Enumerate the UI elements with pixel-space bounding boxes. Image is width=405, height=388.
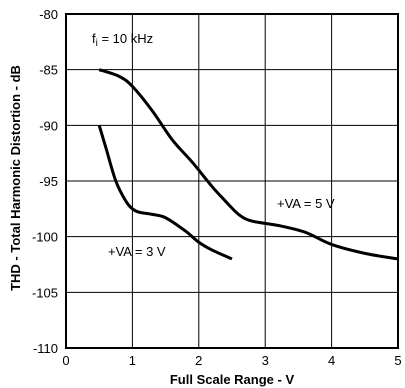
frequency-annotation: fi = 10 kHz [92, 31, 153, 49]
grid [66, 14, 398, 348]
y-tick-label: -100 [32, 230, 58, 245]
y-axis-title: THD - Total Harmonic Distortion - dB [8, 65, 23, 291]
y-tick-label: -80 [39, 7, 58, 22]
x-tick-label: 3 [262, 353, 269, 368]
y-tick-label: -90 [39, 118, 58, 133]
y-tick-label: -110 [33, 341, 58, 356]
x-tick-label: 2 [195, 353, 202, 368]
y-tick-label: -105 [32, 285, 58, 300]
x-tick-label: 4 [328, 353, 335, 368]
x-tick-labels: 0 1 2 3 4 5 [62, 353, 401, 368]
plot-frame [65, 13, 399, 349]
x-tick-label: 5 [394, 353, 401, 368]
x-tick-label: 0 [62, 353, 69, 368]
y-tick-label: -95 [39, 174, 58, 189]
series-label-5v: +VA = 5 V [277, 196, 335, 211]
x-tick-label: 1 [129, 353, 136, 368]
x-axis-title: Full Scale Range - V [170, 372, 295, 387]
series-curves [97, 68, 399, 261]
series-line-5v [98, 68, 399, 261]
series-line-3v [97, 124, 233, 261]
y-tick-labels: -80 -85 -90 -95 -100 -105 -110 [32, 7, 58, 356]
series-label-3v: +VA = 3 V [108, 244, 166, 259]
y-tick-label: -85 [39, 63, 58, 78]
